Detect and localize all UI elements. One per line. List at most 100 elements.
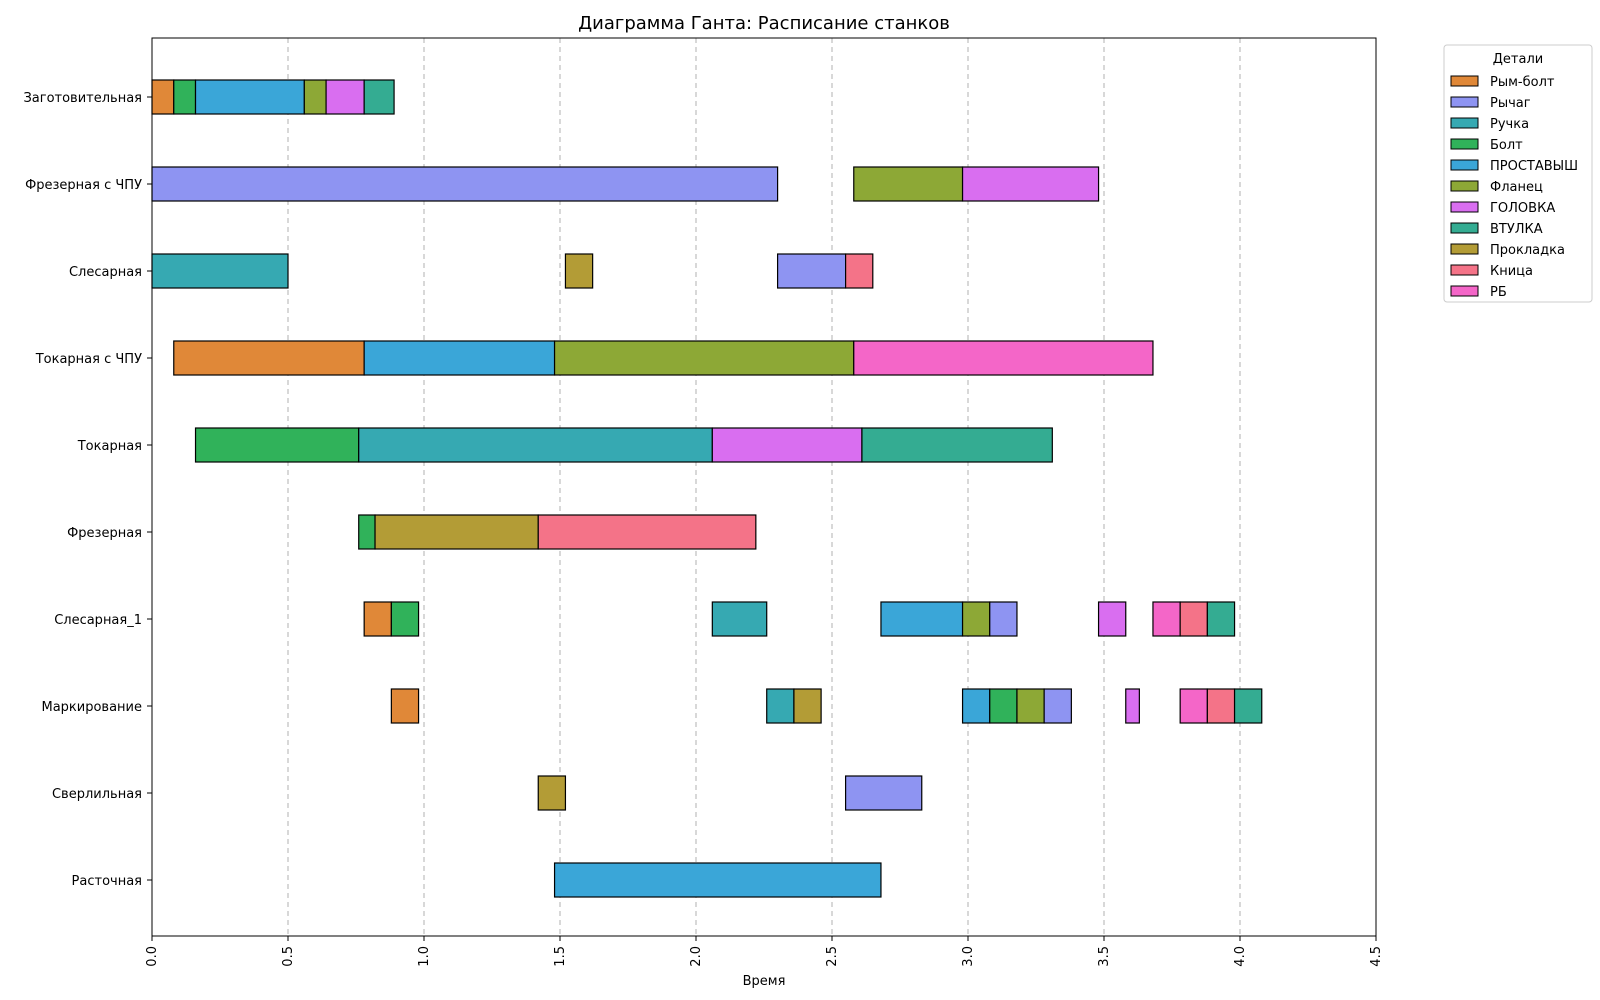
legend-swatch bbox=[1450, 243, 1479, 255]
gantt-bar bbox=[537, 514, 757, 550]
gantt-bar bbox=[194, 427, 360, 463]
gantt-bar bbox=[853, 340, 1154, 376]
y-tick-label: Маркирование bbox=[41, 700, 142, 715]
legend-label: Ручка bbox=[1490, 117, 1529, 132]
gantt-bar bbox=[711, 601, 768, 637]
legend-swatch bbox=[1450, 285, 1479, 297]
gantt-bar bbox=[844, 253, 874, 289]
x-tick-label: 4.0 bbox=[1233, 946, 1248, 967]
x-tick-label: 1.0 bbox=[417, 946, 432, 967]
y-tick-label: Токарная bbox=[77, 439, 142, 454]
gantt-bar bbox=[961, 601, 991, 637]
gantt-bar bbox=[1233, 688, 1263, 724]
gantt-bar bbox=[853, 166, 964, 202]
gantt-bar bbox=[553, 340, 855, 376]
x-tick-label: 3.5 bbox=[1097, 946, 1112, 967]
x-tick-label: 1.5 bbox=[553, 946, 568, 967]
x-tick-label: 3.0 bbox=[961, 946, 976, 967]
gantt-bar bbox=[553, 862, 882, 898]
gantt-bar bbox=[1206, 601, 1236, 637]
legend-swatch bbox=[1450, 264, 1479, 276]
y-tick-label: Фрезерная bbox=[67, 526, 142, 541]
gantt-bar bbox=[194, 79, 305, 115]
legend-label: ВТУЛКА bbox=[1490, 222, 1543, 237]
gantt-bar bbox=[363, 601, 392, 637]
legend-label: РБ bbox=[1490, 285, 1507, 300]
gantt-bar bbox=[793, 688, 822, 724]
legend-frame bbox=[1443, 44, 1593, 303]
plot-frame bbox=[151, 37, 1377, 937]
gantt-bar bbox=[1097, 601, 1127, 637]
gantt-bar bbox=[961, 166, 1100, 202]
chart-title: Диаграмма Ганта: Расписание станков bbox=[578, 13, 950, 34]
y-tick-label: Заготовительная bbox=[23, 91, 142, 106]
legend-label: Фланец bbox=[1490, 180, 1543, 195]
legend-swatch bbox=[1450, 96, 1479, 108]
legend-swatch bbox=[1450, 75, 1479, 87]
gantt-bar bbox=[711, 427, 863, 463]
gantt-bar bbox=[776, 253, 847, 289]
legend-swatch bbox=[1450, 159, 1479, 171]
legend-label: ПРОСТАВЫШ bbox=[1490, 159, 1578, 174]
x-tick-label: 4.5 bbox=[1369, 946, 1384, 967]
x-tick-label: 0.5 bbox=[281, 946, 296, 967]
gantt-bar bbox=[390, 601, 420, 637]
y-tick-label: Фрезерная с ЧПУ bbox=[25, 178, 142, 193]
y-tick-label: Слесарная bbox=[69, 265, 142, 280]
y-tick-label: Сверлильная bbox=[52, 787, 142, 802]
gantt-bar bbox=[151, 79, 175, 115]
bars bbox=[151, 79, 1263, 898]
legend-label: ГОЛОВКА bbox=[1490, 201, 1555, 216]
gantt-bar bbox=[766, 688, 795, 724]
legend-label: Кница bbox=[1490, 264, 1533, 279]
legend-swatch bbox=[1450, 180, 1479, 192]
gantt-bar bbox=[1016, 688, 1045, 724]
gantt-bar bbox=[358, 514, 376, 550]
gantt-bar bbox=[363, 79, 395, 115]
gantt-bar bbox=[325, 79, 365, 115]
gantt-bar bbox=[861, 427, 1053, 463]
gantt-bar bbox=[374, 514, 539, 550]
legend-label: Болт bbox=[1490, 138, 1523, 153]
legend-title: Детали bbox=[1493, 52, 1543, 67]
gantt-bar bbox=[151, 253, 289, 289]
gantt-bar bbox=[173, 79, 197, 115]
legend-swatch bbox=[1450, 222, 1479, 234]
gantt-bar bbox=[844, 775, 923, 811]
x-tick-label: 0.0 bbox=[145, 946, 160, 967]
legend: Детали Рым-болт Рычаг Ручка Болт ПРОСТАВЫШ Фл… bbox=[1443, 44, 1593, 303]
gantt-bar bbox=[989, 601, 1018, 637]
gantt-bar bbox=[358, 427, 713, 463]
gantt-bar bbox=[880, 601, 964, 637]
y-axis: Заготовительная Фрезерная с ЧПУ Слесарная Т… bbox=[23, 91, 152, 889]
x-tick-label: 2.0 bbox=[689, 946, 704, 967]
gantt-bar bbox=[1179, 601, 1208, 637]
gantt-bar bbox=[961, 688, 991, 724]
x-tick-label: 2.5 bbox=[825, 946, 840, 967]
gantt-bar bbox=[537, 775, 567, 811]
gantt-bar bbox=[390, 688, 420, 724]
legend-swatch bbox=[1450, 201, 1479, 213]
y-tick-label: Расточная bbox=[72, 874, 142, 889]
y-tick-label: Токарная с ЧПУ bbox=[35, 352, 142, 367]
y-tick-label: Слесарная_1 bbox=[54, 613, 142, 628]
gantt-bar bbox=[151, 166, 779, 202]
gantt-bar bbox=[1043, 688, 1072, 724]
legend-label: Прокладка bbox=[1490, 243, 1565, 258]
legend-label: Рычаг bbox=[1490, 96, 1531, 111]
gantt-bar bbox=[1125, 688, 1140, 724]
gantt-bar bbox=[1152, 601, 1181, 637]
gantt-bar bbox=[564, 253, 594, 289]
legend-swatch bbox=[1450, 138, 1479, 150]
gantt-bar bbox=[989, 688, 1018, 724]
gantt-bar bbox=[1206, 688, 1236, 724]
gantt-bar bbox=[363, 340, 556, 376]
x-axis: 0.0 0.5 1.0 1.5 2.0 2.5 3.0 3.5 4.0 4.5 bbox=[145, 936, 1384, 967]
x-axis-label: Время bbox=[743, 974, 786, 989]
gantt-bar bbox=[303, 79, 327, 115]
gantt-bar bbox=[1179, 688, 1208, 724]
gantt-bar bbox=[173, 340, 365, 376]
legend-swatch bbox=[1450, 117, 1479, 129]
legend-label: Рым-болт bbox=[1490, 75, 1555, 90]
